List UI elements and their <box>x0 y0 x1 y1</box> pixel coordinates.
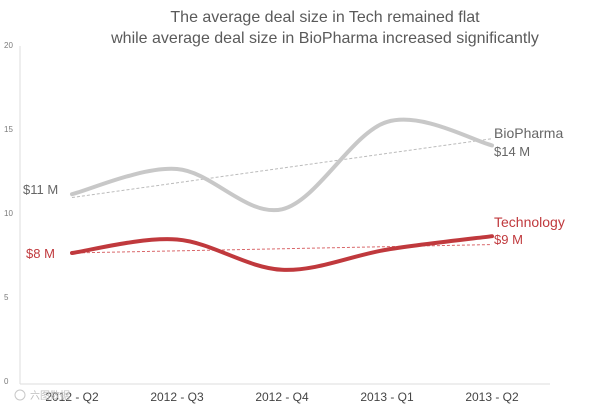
watermark-text: 六图数据 <box>30 389 70 402</box>
y-tick-label: 10 <box>4 209 13 218</box>
y-tick-label: 5 <box>4 293 9 302</box>
technology-series-line <box>70 234 494 272</box>
technology-end-label: $9 M <box>494 232 523 247</box>
x-tick-label: 2012 - Q3 <box>150 390 204 404</box>
biopharma-series-name: BioPharma <box>494 125 563 141</box>
chart-title-line-1: The average deal size in Tech remained f… <box>170 9 480 26</box>
biopharma-series-line <box>70 117 494 213</box>
x-tick-label: 2012 - Q4 <box>255 390 309 404</box>
technology-trend-line <box>71 244 493 254</box>
biopharma-trend-line <box>71 138 493 199</box>
technology-start-label: $8 M <box>26 246 55 261</box>
technology-series-name: Technology <box>494 214 565 230</box>
watermark: 六图数据 <box>14 389 70 402</box>
y-tick-label: 15 <box>4 125 13 134</box>
y-tick-label: 0 <box>4 377 9 386</box>
biopharma-end-label: $14 M <box>494 144 530 159</box>
x-tick-label: 2012 - Q2 <box>45 390 99 404</box>
biopharma-start-label: $11 M <box>23 182 58 197</box>
watermark-logo-icon <box>14 389 26 401</box>
y-tick-label: 20 <box>4 41 13 50</box>
chart-title-line-2: while average deal size in BioPharma inc… <box>110 30 539 47</box>
x-tick-label: 2013 - Q2 <box>465 390 519 404</box>
x-tick-label: 2013 - Q1 <box>360 390 414 404</box>
